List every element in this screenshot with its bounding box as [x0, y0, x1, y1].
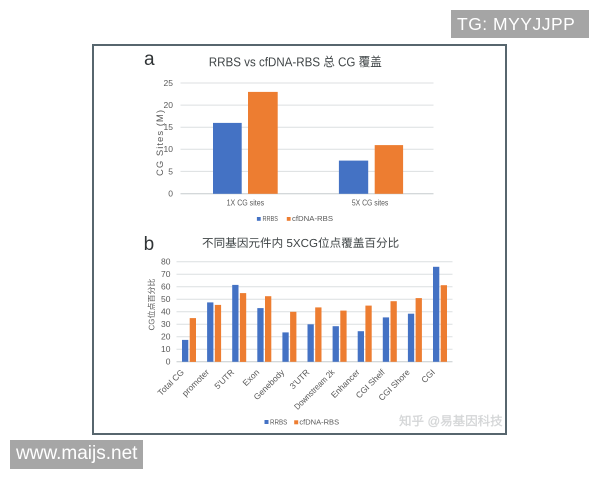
svg-text:cfDNA-RBS: cfDNA-RBS [292, 214, 333, 223]
svg-text:cfDNA-RBS: cfDNA-RBS [299, 418, 339, 427]
svg-text:RRBS: RRBS [263, 214, 279, 223]
svg-text:RRBS: RRBS [270, 418, 287, 427]
svg-text:15: 15 [164, 122, 174, 132]
svg-text:0: 0 [168, 189, 173, 199]
svg-text:1X CG sites: 1X CG sites [227, 198, 265, 208]
svg-text:25: 25 [164, 78, 174, 88]
svg-text:30: 30 [161, 319, 171, 329]
svg-text:5'UTR: 5'UTR [212, 367, 236, 391]
svg-text:b: b [144, 234, 155, 255]
svg-text:CGI: CGI [419, 367, 437, 385]
svg-text:10: 10 [164, 144, 174, 154]
svg-text:20: 20 [164, 100, 174, 110]
svg-text:10: 10 [161, 344, 171, 354]
svg-text:40: 40 [161, 307, 171, 317]
svg-text:promoter: promoter [180, 367, 211, 398]
svg-text:70: 70 [161, 269, 171, 279]
svg-text:CG Sites (M): CG Sites (M) [155, 110, 166, 176]
svg-text:5X CG sites: 5X CG sites [352, 198, 389, 208]
svg-text:80: 80 [161, 257, 171, 267]
svg-text:50: 50 [161, 294, 171, 304]
svg-text:20: 20 [161, 332, 171, 342]
svg-text:5: 5 [168, 166, 173, 176]
svg-text:a: a [144, 49, 155, 70]
svg-text:60: 60 [161, 282, 171, 292]
svg-text:Exon: Exon [240, 367, 261, 388]
svg-text:0: 0 [166, 357, 171, 367]
